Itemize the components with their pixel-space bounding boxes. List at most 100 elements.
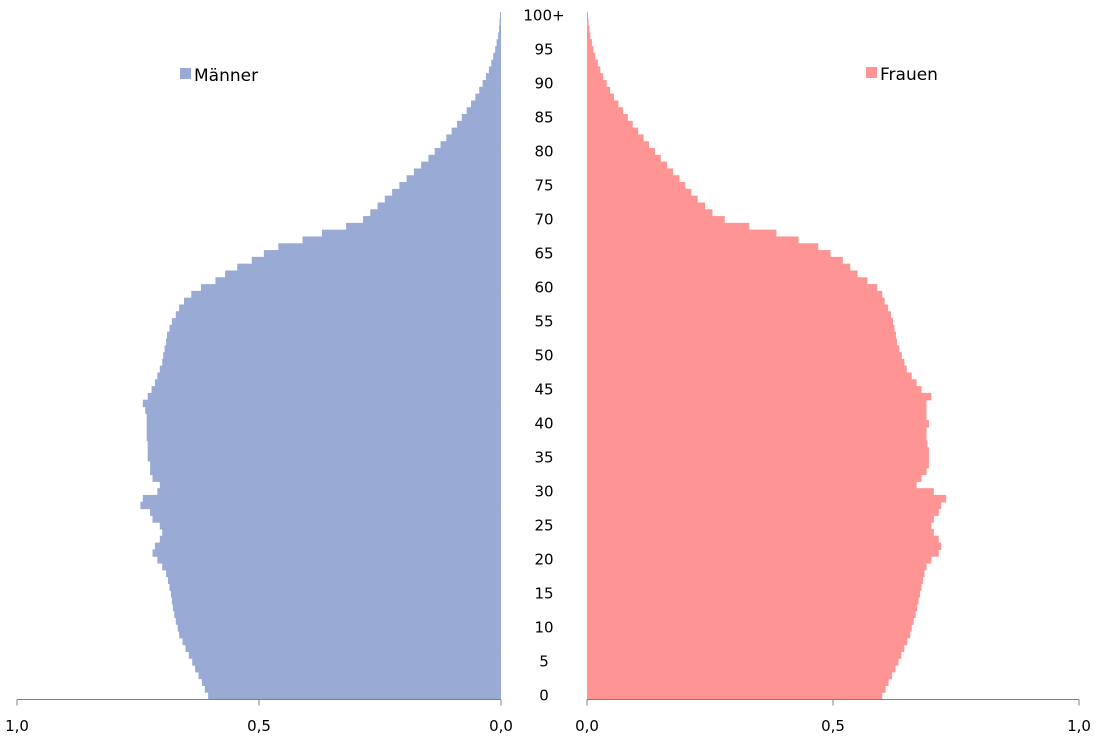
- frauen-bar-age-39: [587, 426, 927, 435]
- maenner-bar-age-12: [174, 610, 502, 618]
- maenner-bar-age-7: [185, 644, 501, 652]
- frauen-bar-age-95: [587, 46, 594, 54]
- age-label: 50: [534, 347, 553, 365]
- maenner-bar-age-27: [150, 508, 501, 516]
- maenner-bar-age-18: [166, 569, 501, 578]
- frauen-bar-age-52: [587, 338, 897, 346]
- frauen-bar-age-84: [587, 120, 633, 129]
- age-label: 65: [534, 244, 553, 262]
- maenner-bar-age-29: [142, 494, 501, 503]
- age-label: 15: [534, 585, 553, 603]
- left-x-tick-label: 1,0: [5, 717, 29, 735]
- frauen-bar-age-88: [587, 93, 615, 102]
- maenner-bar-age-24: [162, 528, 501, 537]
- frauen-bar-age-13: [587, 603, 918, 612]
- frauen-bar-age-26: [587, 515, 934, 523]
- maenner-bar-age-97: [498, 32, 501, 40]
- maenner-bar-age-51: [164, 345, 501, 353]
- frauen-bar-age-16: [587, 583, 922, 591]
- frauen-bar-age-15: [587, 590, 921, 598]
- maenner-bar-age-89: [479, 86, 501, 95]
- maenner-bar-age-72: [377, 202, 501, 210]
- maenner-bar-age-76: [406, 175, 501, 183]
- maenner-bar-age-22: [154, 542, 501, 550]
- legend-maenner-swatch: [180, 68, 191, 79]
- maenner-bar-age-63: [237, 263, 501, 272]
- frauen-bar-age-5: [587, 658, 899, 666]
- maenner-bar-age-3: [198, 671, 501, 680]
- maenner-bar-age-66: [278, 243, 501, 251]
- left-x-tick-label: 0,0: [489, 717, 513, 735]
- legend-frauen: Frauen: [866, 65, 938, 85]
- frauen-bars: [587, 12, 947, 700]
- age-label: 35: [534, 449, 553, 467]
- maenner-bar-age-79: [428, 154, 501, 163]
- maenner-bar-age-83: [451, 127, 501, 136]
- maenner-bar-age-75: [399, 182, 501, 190]
- legend-frauen-swatch: [866, 67, 877, 78]
- frauen-bar-age-59: [587, 290, 883, 299]
- frauen-bar-age-69: [587, 222, 750, 231]
- frauen-bar-age-21: [587, 549, 939, 557]
- frauen-bar-age-12: [587, 610, 916, 618]
- frauen-bar-age-92: [587, 66, 601, 74]
- maenner-bar-age-65: [263, 250, 501, 258]
- frauen-bar-age-67: [587, 236, 799, 244]
- frauen-bar-age-64: [587, 256, 843, 265]
- frauen-bar-age-50: [587, 352, 902, 360]
- age-label: 75: [534, 176, 553, 194]
- maenner-bar-age-69: [346, 222, 501, 231]
- frauen-bar-age-87: [587, 100, 619, 108]
- maenner-bar-age-19: [162, 562, 501, 571]
- frauen-bar-age-100+: [587, 12, 588, 20]
- frauen-bar-age-55: [587, 318, 894, 326]
- maenner-bar-age-16: [169, 583, 501, 591]
- age-label: 55: [534, 312, 553, 330]
- age-label: 45: [534, 381, 553, 399]
- frauen-bar-age-42: [587, 406, 927, 414]
- right-x-tick-label: 0,5: [821, 717, 845, 735]
- maenner-bar-age-1: [204, 685, 502, 693]
- frauen-bar-age-82: [587, 134, 644, 142]
- frauen-bar-age-93: [587, 59, 598, 68]
- frauen-bar-age-41: [587, 413, 927, 421]
- frauen-bar-age-9: [587, 630, 911, 639]
- maenner-bar-age-43: [142, 399, 501, 408]
- maenner-bar-age-64: [251, 256, 501, 265]
- age-label: 10: [534, 619, 553, 637]
- frauen-bar-age-48: [587, 365, 907, 374]
- frauen-bar-age-19: [587, 562, 927, 571]
- maenner-bar-age-70: [363, 216, 501, 224]
- frauen-bar-age-62: [587, 270, 858, 278]
- maenner-bar-age-34: [150, 460, 501, 469]
- age-label: 70: [534, 210, 553, 228]
- age-label: 100+: [523, 6, 564, 24]
- maenner-bar-age-59: [191, 290, 502, 299]
- frauen-bar-age-2: [587, 678, 889, 686]
- frauen-bar-age-25: [587, 522, 932, 530]
- maenner-bar-age-95: [495, 46, 501, 54]
- left-x-tick-label: 0,5: [247, 717, 271, 735]
- maenner-bar-age-74: [392, 188, 501, 197]
- maenner-bars: [140, 12, 502, 700]
- maenner-bar-age-15: [170, 590, 501, 598]
- frauen-bar-age-29: [587, 494, 947, 503]
- frauen-bar-age-3: [587, 671, 893, 680]
- frauen-bar-age-57: [587, 304, 889, 312]
- maenner-bar-age-77: [413, 168, 501, 176]
- maenner-bar-age-84: [456, 120, 501, 129]
- maenner-bar-age-58: [183, 297, 502, 306]
- maenner-bar-age-44: [147, 392, 501, 401]
- maenner-bar-age-73: [384, 195, 501, 204]
- maenner-bar-age-57: [179, 304, 501, 312]
- maenner-bar-age-49: [162, 358, 501, 367]
- maenner-bar-age-54: [169, 324, 501, 333]
- frauen-bar-age-76: [587, 175, 680, 183]
- frauen-bar-age-7: [587, 644, 905, 652]
- age-label: 40: [534, 415, 553, 433]
- frauen-bar-age-86: [587, 107, 623, 115]
- maenner-bar-age-4: [195, 664, 502, 673]
- frauen-bar-age-61: [587, 277, 868, 285]
- frauen-bar-age-37: [587, 440, 928, 448]
- frauen-bar-age-60: [587, 284, 878, 292]
